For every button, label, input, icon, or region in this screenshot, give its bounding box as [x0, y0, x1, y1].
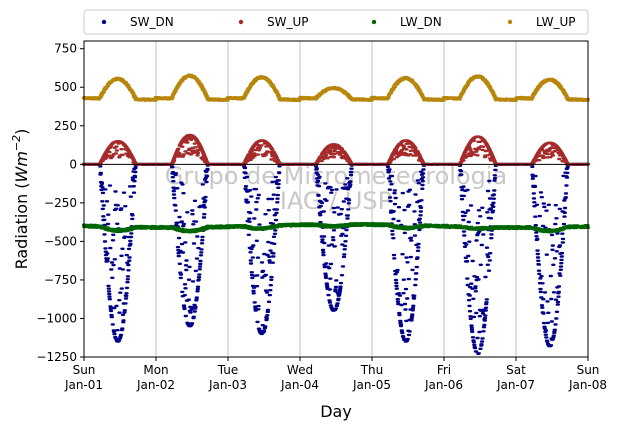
watermark-line-2: IAG / USP [280, 187, 392, 215]
x-tick-date: Jan-02 [136, 378, 175, 392]
y-tick-label: −750 [44, 273, 77, 287]
legend-marker-sw-up [238, 19, 244, 25]
legend: SW_DN SW_UP LW_DN LW_UP [83, 9, 589, 35]
legend-marker-sw-dn [101, 19, 107, 25]
y-tick-label: 0 [69, 157, 77, 171]
y-axis-label-close: ) [12, 129, 31, 135]
x-tick-date: Jan-06 [424, 378, 463, 392]
x-tick-weekday: Fri [437, 363, 451, 377]
legend-marker-lw-up [507, 19, 513, 25]
series-points [81, 73, 590, 103]
x-tick-weekday: Thu [360, 363, 384, 377]
x-tick-date: Jan-04 [280, 378, 319, 392]
y-tick-label: −500 [44, 234, 77, 248]
y-tick-label: −1000 [36, 311, 77, 325]
watermark: Grupo de Micrometeorologia IAG / USP [165, 162, 507, 215]
x-tick-weekday: Wed [287, 363, 313, 377]
series-points [81, 133, 590, 166]
watermark-line-1: Grupo de Micrometeorologia [165, 162, 507, 190]
legend-box [83, 9, 589, 35]
legend-label-lw-dn: LW_DN [400, 15, 442, 29]
y-tick-label: 500 [54, 80, 77, 94]
x-tick-weekday: Sun [73, 363, 96, 377]
y-axis-label-main: Radiation ( [12, 182, 31, 269]
x-tick-date: Jan-05 [352, 378, 391, 392]
x-axis: SunJan-01MonJan-02TueJan-03WedJan-04ThuJ… [64, 357, 607, 392]
x-tick-date: Jan-03 [208, 378, 247, 392]
plot-area [83, 40, 589, 358]
y-axis-label-exponent: −2 [10, 135, 23, 151]
x-tick-weekday: Sat [506, 363, 526, 377]
x-tick-weekday: Tue [217, 363, 239, 377]
x-tick-date: Jan-08 [568, 378, 607, 392]
y-axis-label: Radiation (Wm−2) [10, 129, 31, 270]
grid-lines [155, 41, 517, 357]
legend-label-sw-up: SW_UP [267, 15, 309, 29]
legend-label-lw-up: LW_UP [536, 15, 575, 29]
y-tick-label: 750 [54, 42, 77, 56]
series-lw-up [81, 73, 590, 103]
legend-marker-lw-dn [371, 19, 377, 25]
x-tick-date: Jan-07 [496, 378, 535, 392]
y-tick-label: 250 [54, 119, 77, 133]
x-tick-weekday: Sun [577, 363, 600, 377]
y-axis-label-unit: Wm [12, 151, 31, 182]
legend-label-sw-dn: SW_DN [130, 15, 174, 29]
x-tick-date: Jan-01 [64, 378, 103, 392]
x-tick-weekday: Mon [143, 363, 168, 377]
y-axis: 750 500 250 0 −250 −500 −750 −1000 −1250 [36, 42, 84, 364]
series-sw-up [81, 133, 590, 166]
y-tick-label: −1250 [36, 350, 77, 364]
x-axis-label: Day [320, 402, 352, 421]
y-tick-label: −250 [44, 196, 77, 210]
